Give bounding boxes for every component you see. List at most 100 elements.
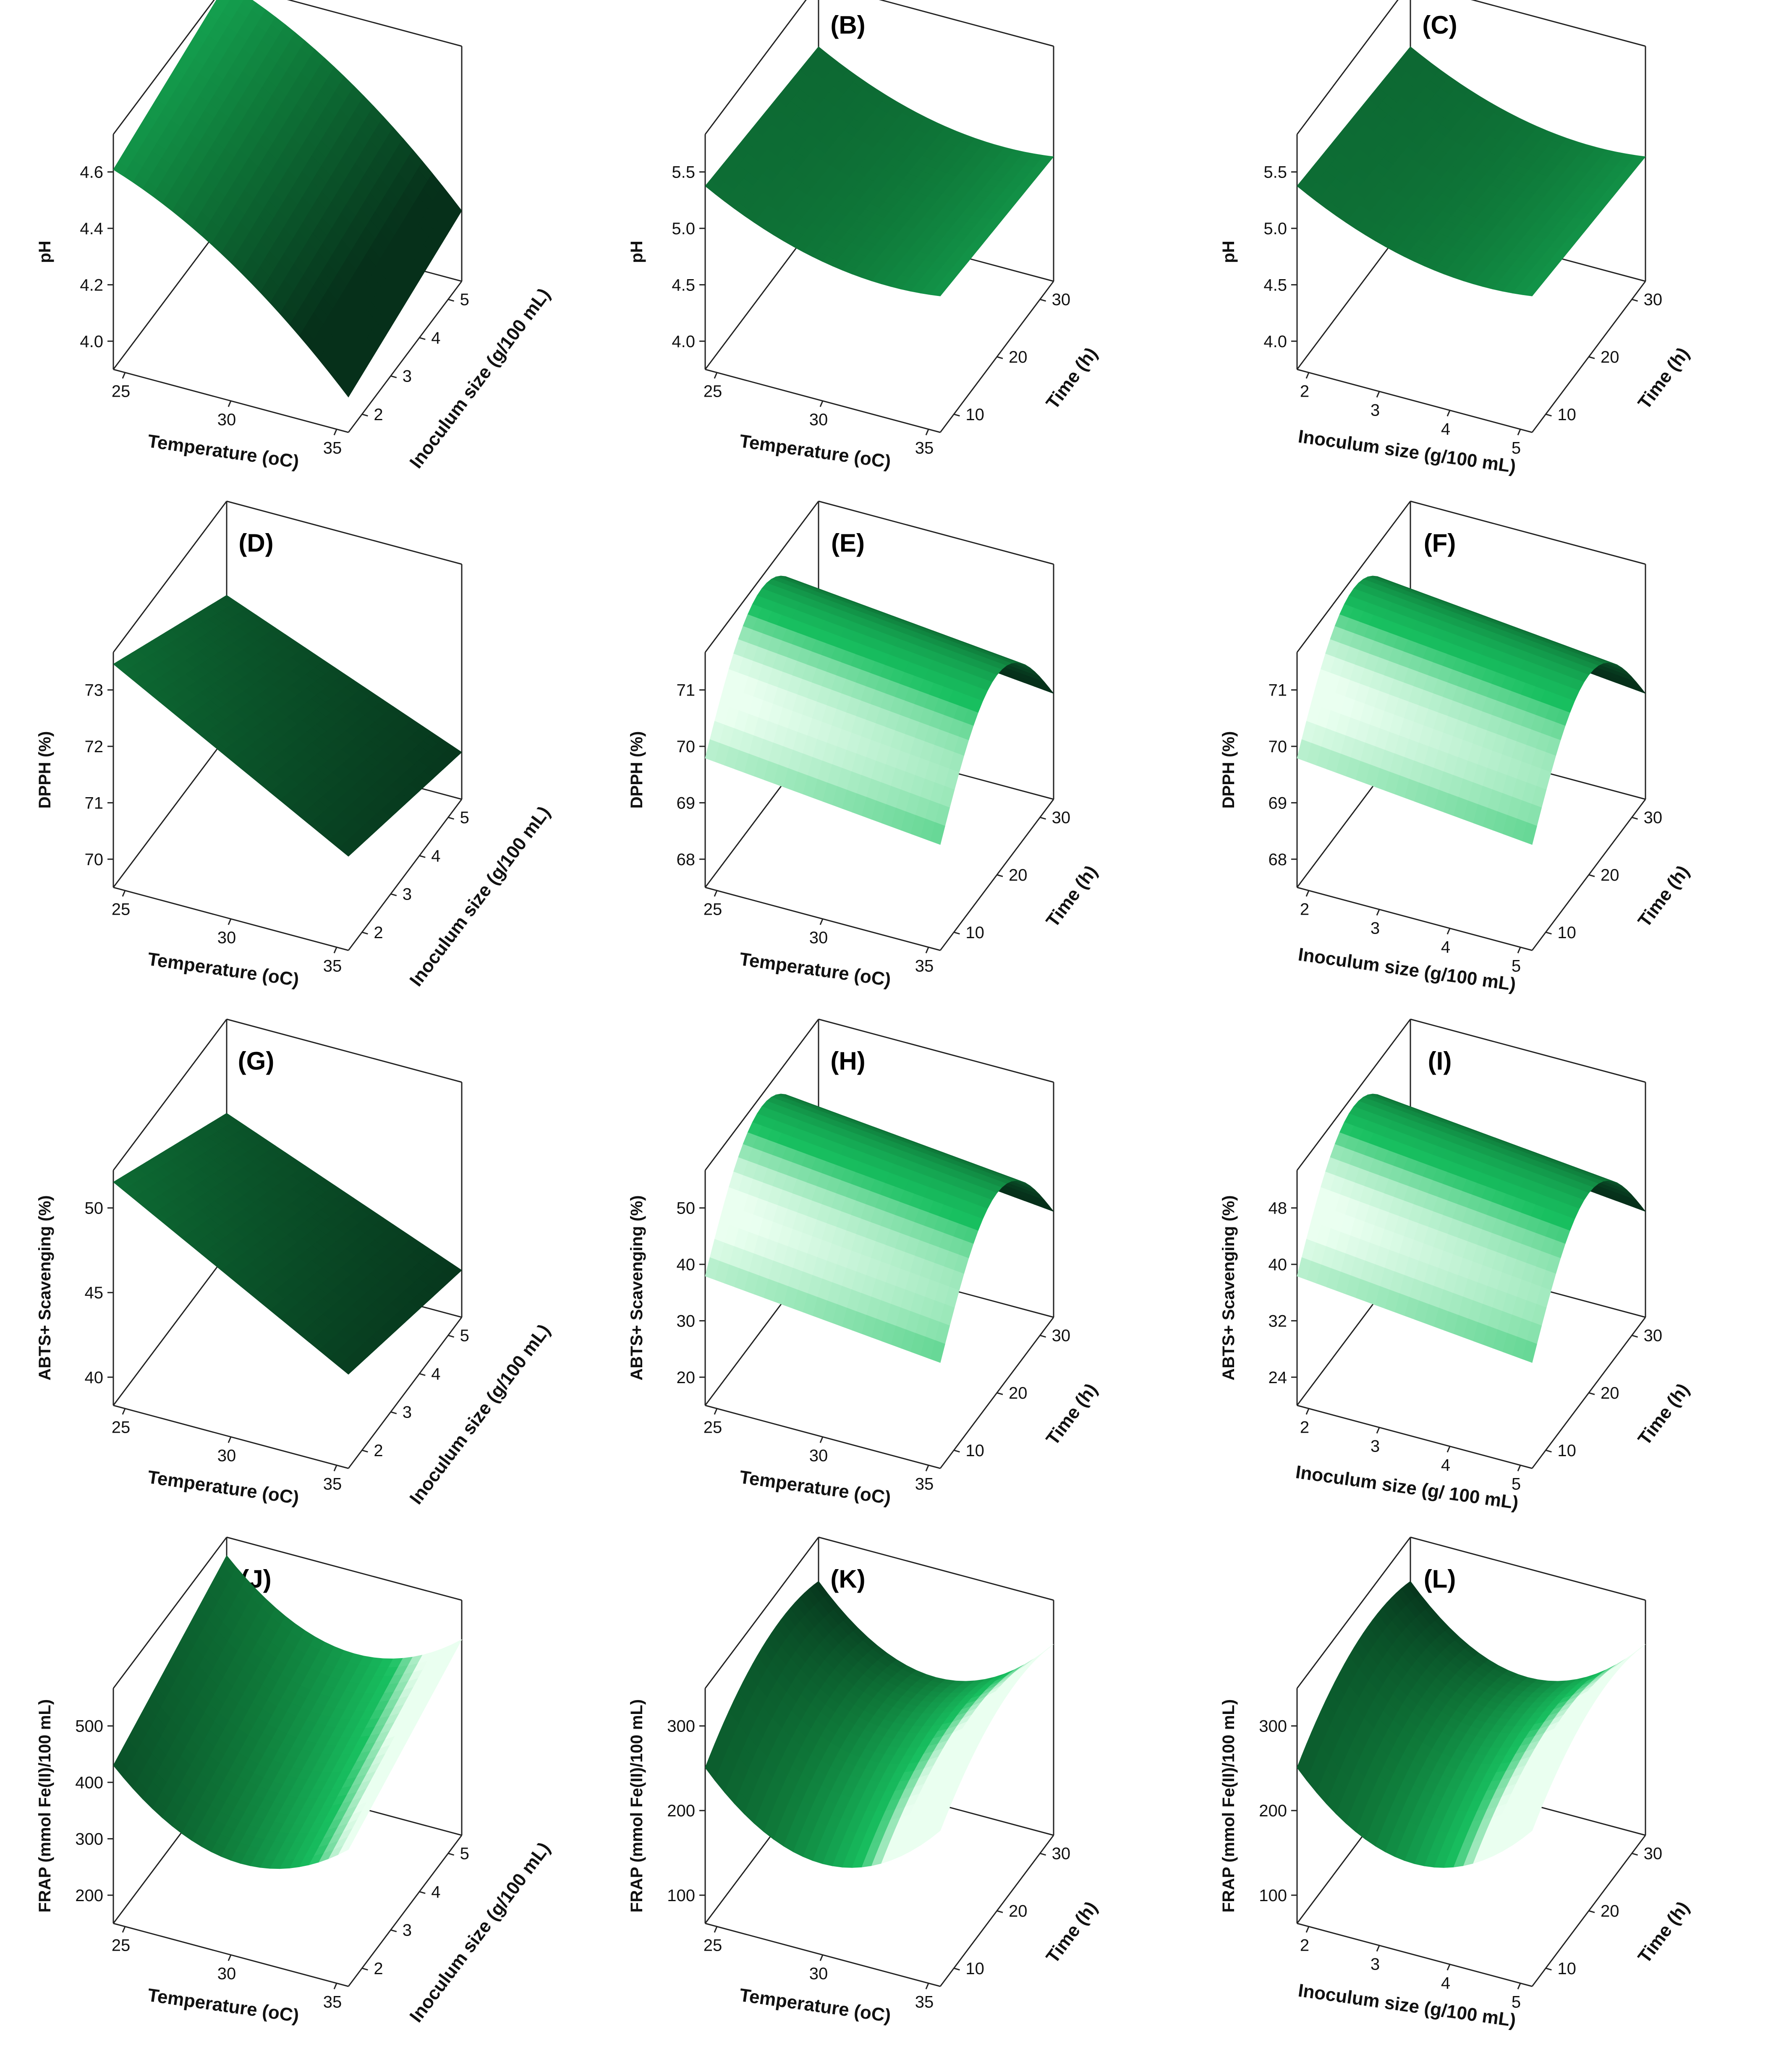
x-tick-label: 5	[1512, 1993, 1521, 2012]
z-tick-label: 200	[667, 1802, 695, 1820]
y-tick-mark	[1588, 874, 1595, 877]
z-tick-label: 4.5	[1263, 276, 1287, 294]
y-axis-label: Inoculum size (g/100 mL)	[405, 285, 554, 472]
x-tick-mark	[925, 429, 929, 436]
y-tick-mark	[361, 931, 368, 935]
x-tick-label: 35	[323, 439, 342, 458]
y-tick-label: 10	[1557, 406, 1576, 424]
panel-title: (C)	[1422, 11, 1457, 39]
y-tick-mark	[1632, 816, 1638, 820]
z-axis-label: pH	[1219, 241, 1238, 263]
x-tick-mark	[925, 947, 929, 954]
response-surface	[1297, 1094, 1646, 1363]
y-tick-mark	[997, 1910, 1003, 1913]
x-tick-label: 3	[1371, 1955, 1380, 1974]
y-tick-label: 30	[1644, 290, 1663, 309]
y-tick-label: 20	[1601, 866, 1619, 884]
x-tick-label: 25	[112, 1418, 131, 1437]
surface-plot-i: (I) 24 32 40 48 2 3 4 5 10 20 30 ABTS+ Scavenging (%…	[1219, 1018, 1693, 1513]
y-tick-mark	[953, 1449, 960, 1453]
y-tick-mark	[361, 1967, 368, 1971]
surface-plot-e: (E) 68 69 70 71 25 30 35 10 20 30 DPPH (%) Temperatu…	[628, 500, 1101, 990]
x-tick-label: 4	[1441, 1456, 1450, 1475]
y-tick-label: 30	[1644, 1844, 1663, 1863]
x-tick-mark	[1446, 928, 1451, 935]
x-tick-mark	[228, 1436, 232, 1443]
z-tick-label: 30	[677, 1312, 696, 1330]
x-tick-label: 5	[1512, 957, 1521, 976]
y-tick-mark	[419, 1373, 426, 1376]
x-tick-mark	[1376, 1427, 1380, 1434]
y-tick-label: 10	[1557, 1442, 1576, 1460]
z-tick-label: 100	[667, 1886, 695, 1905]
x-tick-label: 3	[1371, 1437, 1380, 1456]
x-tick-mark	[122, 372, 126, 379]
y-tick-mark	[1040, 1852, 1046, 1856]
y-tick-label: 3	[403, 367, 412, 386]
x-tick-label: 25	[704, 1936, 722, 1955]
x-tick-label: 30	[809, 1447, 828, 1465]
response-surface	[1297, 46, 1646, 296]
y-tick-label: 4	[431, 329, 440, 347]
y-axis-label: Time (h)	[1042, 1898, 1102, 1967]
response-surface	[705, 1094, 1054, 1363]
y-tick-label: 20	[1009, 866, 1028, 884]
x-tick-label: 4	[1441, 420, 1450, 439]
x-tick-mark	[228, 1954, 232, 1961]
response-surface	[705, 576, 1054, 845]
y-tick-label: 4	[431, 1365, 440, 1383]
y-tick-label: 20	[1009, 1902, 1028, 1920]
y-tick-mark	[1040, 816, 1046, 820]
response-surface	[113, 1113, 462, 1375]
panel-title: (H)	[830, 1047, 865, 1075]
z-tick-label: 4.0	[672, 332, 695, 351]
x-axis-label: Temperature (oC)	[146, 431, 301, 472]
x-tick-mark	[1305, 1926, 1310, 1933]
y-tick-mark	[1040, 298, 1046, 302]
y-tick-mark	[419, 1891, 426, 1894]
z-axis-label: pH	[628, 241, 646, 263]
surface-plot-d: (D) 70 71 72 73 25 30 35 2 3 4 5 DPPH (%) Temperature…	[36, 500, 554, 990]
y-tick-label: 20	[1009, 348, 1028, 366]
x-tick-mark	[1517, 1465, 1521, 1472]
x-tick-mark	[1517, 947, 1521, 954]
y-axis-label: Time (h)	[1042, 344, 1102, 413]
x-tick-mark	[714, 1926, 718, 1933]
z-axis-label: FRAP (mmol Fe(II)/100 mL)	[628, 1699, 646, 1912]
y-tick-label: 10	[965, 1442, 984, 1460]
y-tick-label: 30	[1052, 1326, 1071, 1345]
y-tick-mark	[448, 816, 455, 820]
x-tick-mark	[819, 918, 824, 925]
y-tick-mark	[997, 1392, 1003, 1395]
x-tick-mark	[1446, 1446, 1451, 1453]
panel-title: (D)	[238, 529, 273, 557]
x-axis-label: Temperature (oC)	[738, 949, 892, 990]
x-tick-label: 2	[1300, 900, 1309, 919]
y-tick-label: 10	[965, 406, 984, 424]
y-axis-label: Time (h)	[1634, 344, 1694, 413]
y-tick-mark	[1632, 1852, 1638, 1856]
y-tick-mark	[419, 337, 426, 340]
y-tick-mark	[361, 1449, 368, 1453]
y-tick-mark	[997, 874, 1003, 877]
x-tick-mark	[819, 1954, 824, 1961]
x-tick-mark	[1376, 391, 1380, 398]
z-tick-label: 5.5	[672, 163, 695, 182]
y-tick-mark	[1040, 1334, 1046, 1338]
z-tick-label: 40	[85, 1368, 104, 1387]
z-axis-label: ABTS+ Scavenging (%)	[1219, 1195, 1238, 1380]
x-tick-mark	[925, 1983, 929, 1990]
x-tick-mark	[122, 890, 126, 897]
y-tick-mark	[953, 1967, 960, 1971]
y-tick-label: 30	[1052, 290, 1071, 309]
z-tick-label: 70	[677, 738, 696, 756]
x-tick-mark	[122, 1926, 126, 1933]
y-tick-mark	[953, 413, 960, 417]
x-axis-label: Temperature (oC)	[738, 1467, 892, 1508]
x-tick-label: 30	[217, 1447, 236, 1465]
z-axis-label: DPPH (%)	[36, 731, 54, 808]
y-tick-label: 3	[403, 1921, 412, 1940]
x-tick-label: 35	[915, 1993, 934, 2012]
